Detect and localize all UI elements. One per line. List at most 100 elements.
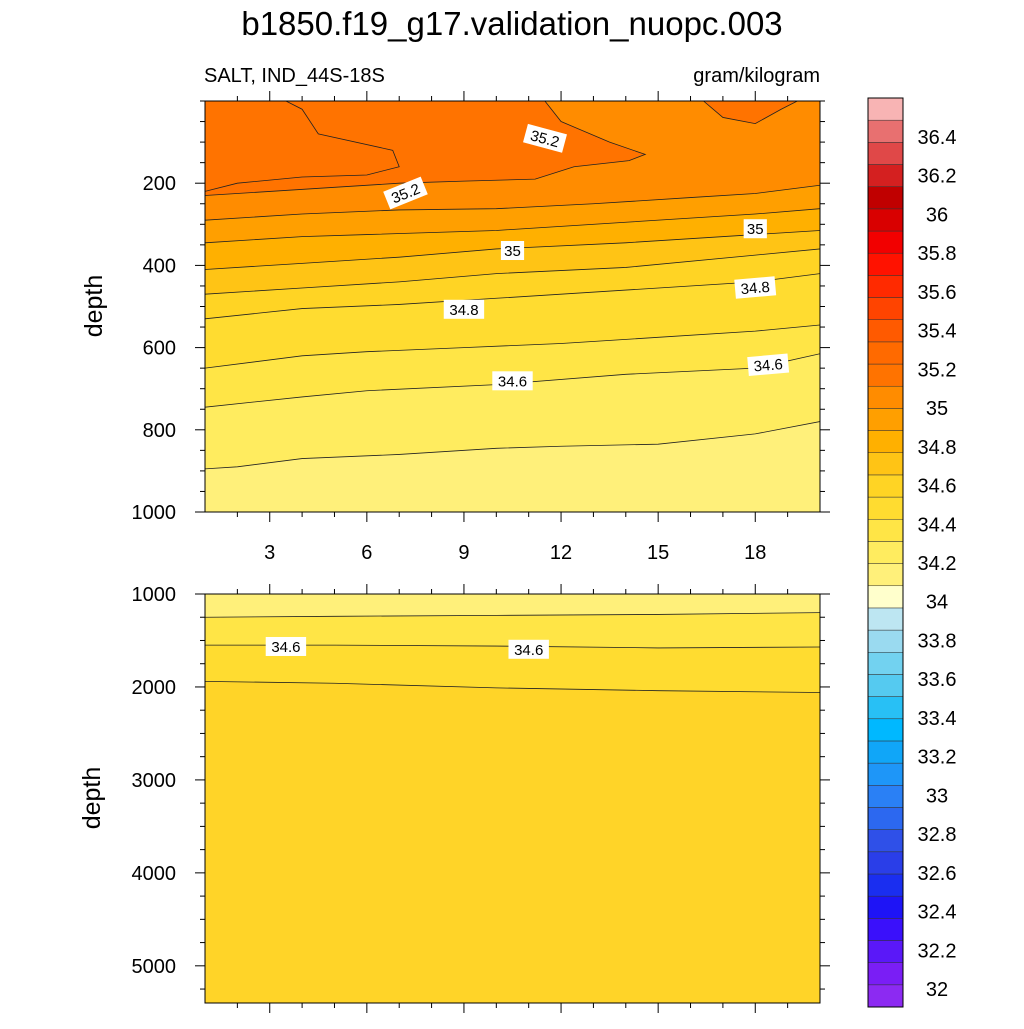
x-tick-label: 18 [744,542,766,564]
colorbar-label: 35 [926,398,948,420]
colorbar-swatch [867,385,904,409]
colorbar-swatch [867,297,904,320]
colorbar-label: 34.6 [918,476,957,498]
contour-label: 34.6 [508,639,549,659]
contour-label-text: 34.6 [271,639,300,656]
colorbar-swatch [867,97,904,121]
colorbar-swatch [867,164,904,187]
colorbar-swatch [867,696,904,720]
contour-label-text: 34.6 [514,642,543,659]
contour-line [205,421,820,470]
colorbar-swatch [867,474,904,498]
colorbar-label: 36 [926,204,948,226]
x-tick-label: 12 [550,542,572,564]
colorbar-swatch [867,363,904,387]
colorbar-swatch [867,629,904,653]
colorbar-swatch [867,873,904,897]
y-tick-label: 5000 [132,956,177,978]
variable-label: SALT, IND_44S-18S [204,65,385,87]
colorbar-swatch [867,275,904,298]
colorbar-swatch [867,408,904,431]
colorbar-label: 33.6 [918,669,957,691]
colorbar-label: 32 [926,979,948,1001]
colorbar-label: 35.4 [918,321,957,343]
y-tick-label: 2000 [132,677,177,699]
contour-line [205,208,820,244]
colorbar-swatch [867,918,904,941]
colorbar-swatch [867,652,904,675]
colorbar-label: 32.4 [918,902,957,924]
colorbar-label: 33.2 [918,747,957,769]
colorbar-swatch [867,452,904,476]
x-tick-label: 3 [264,542,275,564]
x-tick-label: 6 [361,542,372,564]
colorbar-swatch [867,807,904,830]
colorbar-swatch [867,541,904,564]
contour-fill [205,101,400,192]
colorbar-label: 33.8 [918,630,957,652]
colorbar-swatch [867,430,904,453]
contour-label-text: 35.2 [528,127,561,151]
colorbar-label: 35.6 [918,282,957,304]
contour-label: 35.2 [523,123,567,153]
colorbar-label: 32.8 [918,824,957,846]
y-tick-label: 800 [143,420,176,442]
colorbar-swatch [867,607,904,631]
y-tick-label: 200 [143,173,176,195]
y-tick-label: 1000 [132,502,177,524]
contour-line [703,101,798,125]
colorbar-swatch [867,142,904,165]
colorbar-swatch [867,962,904,986]
colorbar-swatch [867,496,904,520]
contour-line [205,101,400,192]
colorbar-swatch [867,940,904,963]
contour-label: 35 [743,219,767,239]
panel-lower: 34.6 34.6 1000 2000 3000 4000 5000 [132,584,830,1013]
upper-ylabel: depth [80,275,108,338]
panel-frame [204,593,821,1004]
colorbar-swatch [867,563,904,587]
chart-title: b1850.f19_g17.validation_nuopc.003 [241,5,782,42]
y-tick-label: 600 [143,338,176,360]
colorbar-label: 35.2 [918,359,957,381]
colorbar-swatch [867,718,904,742]
colorbar-swatch [867,785,904,808]
colorbar-swatch [867,208,904,232]
colorbar-swatch [867,186,904,210]
contour-label: 35 [500,241,525,261]
y-tick-label: 1000 [132,584,177,606]
contour-label: 34.6 [265,636,307,656]
contour-line [205,248,820,295]
colorbar-swatch [867,740,904,764]
contour-line [205,680,820,693]
x-tick-label: 9 [458,542,469,564]
units-label: gram/kilogram [693,65,820,87]
colorbar-swatch [867,518,904,542]
colorbar-label: 33.4 [918,708,957,730]
x-tick-label: 15 [647,542,669,564]
colorbar-swatch [867,674,904,697]
colorbar-swatch [867,230,904,254]
colorbar-label: 34.4 [918,514,957,536]
colorbar-swatch [867,829,904,853]
contour-label-text: 34.8 [740,279,771,298]
contour-line [205,184,820,221]
contour-label-text: 35 [504,243,521,260]
panel-lower-field: 34.6 34.6 [205,594,820,1003]
contour-label-text: 34.6 [498,373,527,390]
colorbar-label: 33 [926,785,948,807]
colorbar: 32 32.2 32.4 32.6 32.8 33 33.2 33.4 33.6 33.8 34 34… [867,97,957,1008]
colorbar-swatch [867,119,904,143]
contour-fill [205,594,820,618]
colorbar-label: 35.8 [918,243,957,265]
contour-label-text: 34.6 [753,356,784,375]
contour-line [205,101,647,196]
colorbar-swatch [867,585,904,609]
colorbar-frame [867,97,904,1008]
colorbar-label: 32.6 [918,863,957,885]
